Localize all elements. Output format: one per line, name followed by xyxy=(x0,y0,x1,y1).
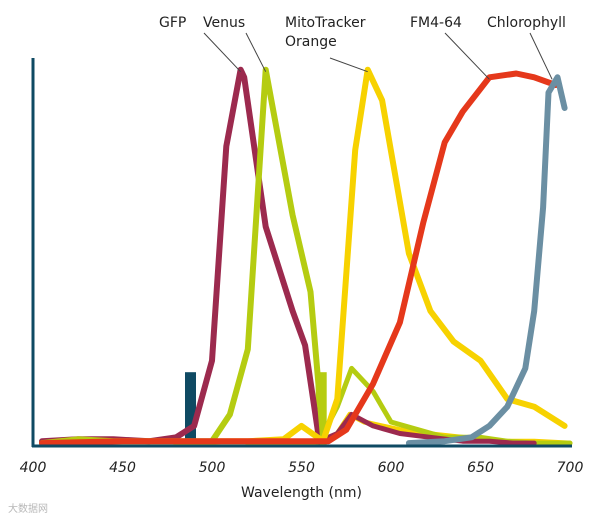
series-label-chlorophyll: Chlorophyll xyxy=(487,15,566,80)
series-line-gfp-emission xyxy=(316,411,537,446)
leader-line xyxy=(529,32,553,80)
series-label-text: MitoTracker xyxy=(285,15,366,31)
leader-line xyxy=(444,32,490,80)
x-tick-label-700: 700 xyxy=(557,460,584,476)
series-label-gfp: GFP xyxy=(159,15,241,73)
series-line-fm4-64 xyxy=(39,70,559,447)
x-tick-label-550: 550 xyxy=(288,460,315,476)
x-tick-label-650: 650 xyxy=(467,460,494,476)
x-tick-labels: 400 450 500 550 600 650 700 xyxy=(20,460,584,476)
x-axis-title: Wavelength (nm) xyxy=(241,485,362,501)
x-tick-label-500: 500 xyxy=(199,460,226,476)
x-tick-label-450: 450 xyxy=(109,460,136,476)
series-label-text: Orange xyxy=(285,34,337,50)
series-label-venus: Venus xyxy=(203,15,267,72)
watermark: 大数据网 xyxy=(8,504,48,515)
x-tick-label-400: 400 xyxy=(20,460,47,476)
series-labels: GFP Venus MitoTracker Orange FM4-64 Chlorophy… xyxy=(159,15,566,80)
plot-area xyxy=(39,66,573,447)
leader-line xyxy=(245,32,267,72)
series-label-text: GFP xyxy=(159,15,186,31)
series-label-text: Venus xyxy=(203,15,245,31)
series-label-text: FM4-64 xyxy=(410,15,462,31)
leader-line xyxy=(203,32,241,73)
x-tick-label-600: 600 xyxy=(378,460,405,476)
series-line-venus xyxy=(39,66,326,447)
series-label-text: Chlorophyll xyxy=(487,15,566,31)
laser-line-bar-1 xyxy=(185,372,196,445)
leader-line xyxy=(329,57,368,73)
series-line-chlorophyll xyxy=(405,74,568,447)
series-label-fm4-64: FM4-64 xyxy=(410,15,490,80)
series-label-mitotracker-orange: MitoTracker Orange xyxy=(285,15,368,73)
